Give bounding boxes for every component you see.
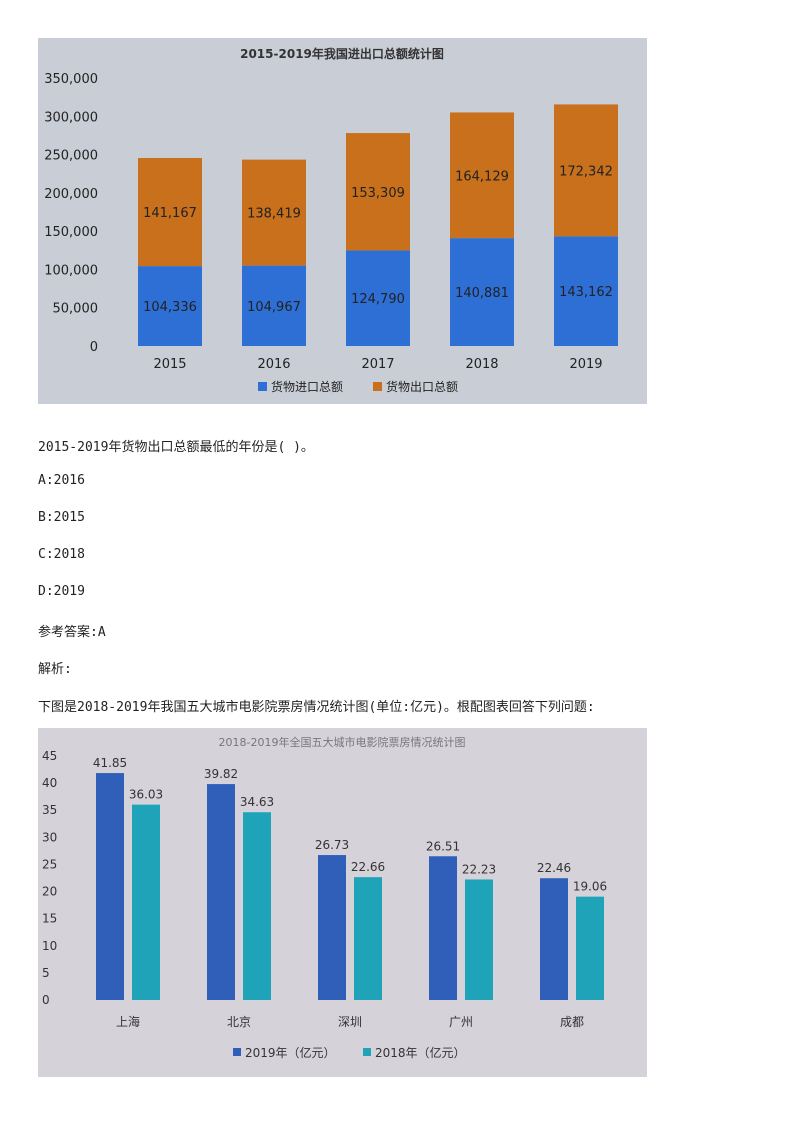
bar-segment [346,250,410,346]
y-tick-label: 250,000 [44,149,98,164]
bar [354,877,382,1000]
bar [576,896,604,1000]
option-d: D:2019 [38,584,85,599]
y-tick-label: 0 [42,993,50,1007]
box-office-chart: 2018-2019年全国五大城市电影院票房情况统计图 0 5 10 15 20 25 30 35… [38,728,647,1077]
y-tick-label: 20 [42,885,57,899]
legend-label: 2019年（亿元） [245,1045,336,1060]
data-label: 41.85 [93,756,127,770]
y-tick-label: 15 [42,912,57,926]
y-tick-label: 50,000 [53,302,99,317]
x-tick-label: 2015 [153,357,186,372]
bar [318,855,346,1000]
data-label: 26.51 [426,839,460,853]
y-tick-label: 150,000 [44,225,98,240]
data-label: 26.73 [315,838,349,852]
x-tick-label: 广州 [449,1015,473,1029]
chart-title: 2018-2019年全国五大城市电影院票房情况统计图 [219,735,466,749]
bar-segment [242,265,306,346]
data-label: 22.23 [462,862,496,876]
y-tick-label: 0 [90,340,98,355]
legend-swatch [258,382,267,391]
bar [132,804,160,1000]
data-label: 141,167 [143,206,197,221]
bar [540,878,568,1000]
y-tick-label: 5 [42,966,50,980]
option-a: A:2016 [38,473,85,488]
data-label: 138,419 [247,207,301,222]
x-tick-label: 成都 [560,1015,584,1029]
bar-segment [450,238,514,346]
chart-title: 2015-2019年我国进出口总额统计图 [240,46,444,61]
y-tick-label: 30 [42,830,57,844]
bar [243,812,271,1000]
bar-segment [138,158,202,267]
bar [96,773,124,1000]
data-label: 164,129 [455,169,509,184]
y-tick-label: 45 [42,749,57,763]
y-tick-label: 100,000 [44,263,98,278]
legend-label: 货物进口总额 [271,379,343,394]
trade-chart: 2015-2019年我国进出口总额统计图 0 50,000 100,000 150,00… [38,38,647,404]
data-label: 34.63 [240,795,274,809]
y-tick-label: 40 [42,776,57,790]
data-label: 104,967 [247,300,301,315]
data-label: 36.03 [129,788,163,802]
data-label: 153,309 [351,186,405,201]
legend-label: 货物出口总额 [386,379,458,394]
bar [207,784,235,1000]
bar-segment [346,133,410,251]
y-tick-label: 10 [42,939,57,953]
y-tick-label: 35 [42,803,57,817]
question-intro: 下图是2018-2019年我国五大城市电影院票房情况统计图(单位:亿元)。根配图… [38,700,595,715]
legend-swatch [373,382,382,391]
analysis-label: 解析: [38,662,72,677]
y-tick-label: 200,000 [44,187,98,202]
bar [465,879,493,1000]
x-tick-label: 深圳 [338,1015,362,1029]
bar-segment [554,236,618,346]
x-tick-label: 2017 [361,357,394,372]
data-label: 22.66 [351,860,385,874]
bar-segment [138,266,202,346]
data-label: 124,790 [351,292,405,307]
option-c: C:2018 [38,547,85,562]
question-text: 2015-2019年货物出口总额最低的年份是( )。 [38,440,314,455]
y-tick-label: 350,000 [44,72,98,87]
x-tick-label: 2019 [569,357,602,372]
y-tick-label: 300,000 [44,110,98,125]
data-label: 172,342 [559,164,613,179]
data-label: 19.06 [573,880,607,894]
data-label: 104,336 [143,300,197,315]
legend-swatch [363,1048,371,1056]
data-label: 140,881 [455,286,509,301]
x-tick-label: 2018 [465,357,498,372]
answer-text: 参考答案:A [38,625,106,640]
data-label: 39.82 [204,767,238,781]
option-b: B:2015 [38,510,85,525]
legend-swatch [233,1048,241,1056]
bar-segment [450,112,514,239]
y-tick-label: 25 [42,857,57,871]
x-tick-label: 北京 [227,1015,251,1029]
x-tick-label: 上海 [116,1014,140,1029]
bar-segment [554,104,618,237]
bar [429,856,457,1000]
data-label: 143,162 [559,285,613,300]
legend-label: 2018年（亿元） [375,1045,466,1060]
x-tick-label: 2016 [257,357,290,372]
bar-segment [242,159,306,266]
data-label: 22.46 [537,861,571,875]
